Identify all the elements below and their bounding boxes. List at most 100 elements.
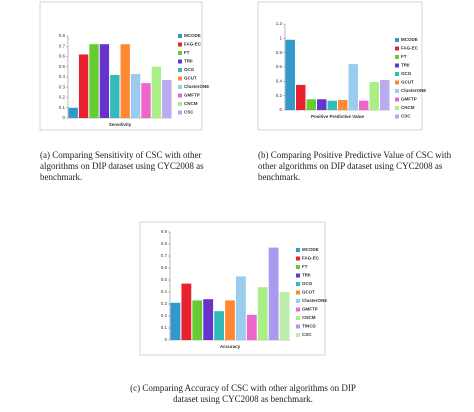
y-tick-label: 0.1 <box>161 325 168 330</box>
legend-swatch <box>296 273 300 278</box>
chart-frame <box>139 221 326 356</box>
y-tick-label: 0.2 <box>161 313 168 318</box>
legend-label: CSC <box>184 110 194 115</box>
legend-swatch <box>395 72 399 76</box>
legend-swatch <box>395 89 399 93</box>
bar <box>130 73 141 118</box>
bar <box>359 100 369 110</box>
y-tick-label: 0 <box>62 115 65 120</box>
legend-label: ClusterONE <box>401 88 426 93</box>
legend-swatch <box>395 38 399 42</box>
legend-label: CNCM <box>184 101 198 106</box>
bar <box>99 44 110 119</box>
legend-swatch <box>395 55 399 59</box>
caption: (b) Comparing Positive Predictive Value … <box>258 150 452 182</box>
bar <box>369 82 379 110</box>
bar <box>151 66 162 118</box>
legend-label: TINCD <box>302 324 316 329</box>
bar <box>120 44 130 119</box>
legend-swatch <box>395 97 399 102</box>
bar <box>338 99 348 110</box>
y-tick-label: 0.2 <box>59 95 66 100</box>
bar <box>181 283 192 340</box>
legend-label: GCUT <box>302 290 315 295</box>
legend-swatch <box>296 299 300 303</box>
legend-label: GMFTP <box>401 97 417 102</box>
legend-label: CNCM <box>401 105 415 110</box>
legend-swatch <box>178 68 182 72</box>
legend-swatch <box>296 265 300 269</box>
y-tick-label: 0.3 <box>59 84 66 89</box>
y-tick-label: 1 <box>279 36 282 41</box>
chart-frame <box>39 1 203 131</box>
legend-label: GMFTP <box>184 93 200 98</box>
legend-swatch <box>296 324 300 329</box>
y-tick-label: 0.7 <box>59 43 66 48</box>
legend-swatch <box>178 59 182 64</box>
legend-swatch <box>178 110 182 115</box>
legend-label: OCG <box>184 67 195 72</box>
y-tick-label: 0.6 <box>59 54 66 59</box>
x-axis-label: Sensitivity <box>109 122 132 127</box>
bar <box>380 79 390 110</box>
legend-swatch <box>296 282 300 286</box>
legend-swatch <box>395 63 399 68</box>
y-tick-label: 0.4 <box>276 79 283 84</box>
y-tick-label: 0.6 <box>161 265 168 270</box>
bar <box>214 311 224 340</box>
legend-swatch <box>178 85 182 89</box>
legend-label: TRII <box>401 63 410 68</box>
y-tick-label: 0.6 <box>276 64 283 69</box>
y-tick-label: 0.8 <box>276 50 283 55</box>
legend-label: FAG-EC <box>401 46 419 51</box>
legend-swatch <box>296 248 300 252</box>
legend-label: MCODE <box>184 33 201 38</box>
legend-swatch <box>296 333 300 337</box>
legend-swatch <box>178 76 182 81</box>
legend-label: FT <box>184 50 190 55</box>
bar <box>78 54 89 118</box>
legend-label: MCODE <box>401 37 418 42</box>
y-tick-label: 0.5 <box>59 64 66 69</box>
bar <box>306 99 316 110</box>
x-axis-label: Accuracy <box>220 344 241 349</box>
caption: (a) Comparing Sensitivity of CSC with ot… <box>40 150 204 182</box>
bar <box>170 302 181 340</box>
legend-label: MCODE <box>302 247 319 252</box>
y-tick-label: 0.7 <box>161 253 168 258</box>
legend-label: FT <box>302 264 308 269</box>
legend-label: CSC <box>302 332 312 337</box>
legend-label: FAG-EC <box>302 256 320 261</box>
legend-label: ClusterONE <box>184 84 209 89</box>
y-tick-label: 0.8 <box>59 33 66 38</box>
chart-frame <box>257 1 423 131</box>
bar <box>192 300 203 340</box>
bar <box>141 83 151 118</box>
legend-swatch <box>395 46 399 51</box>
y-tick-label: 0.5 <box>161 277 168 282</box>
caption: (c) Comparing Accuracy of CSC with other… <box>130 383 356 404</box>
legend-swatch <box>178 42 182 47</box>
x-axis-label: Positive Predictive Value <box>311 114 365 119</box>
bar <box>279 292 290 340</box>
y-tick-label: 0.8 <box>161 241 168 246</box>
y-tick-label: 0.3 <box>161 301 168 306</box>
legend-label: FAG-EC <box>184 42 202 47</box>
bar <box>348 64 358 110</box>
bar <box>246 314 257 340</box>
legend-swatch <box>296 316 300 320</box>
legend-label: FT <box>401 54 407 59</box>
legend-swatch <box>296 290 300 295</box>
y-tick-label: 0.9 <box>161 229 168 234</box>
legend-label: TRII <box>184 59 193 64</box>
y-tick-label: 0.4 <box>161 289 168 294</box>
legend-swatch <box>178 34 182 38</box>
bar <box>89 44 99 119</box>
y-tick-label: 1.2 <box>276 21 283 26</box>
legend-label: OCG <box>302 281 313 286</box>
y-tick-label: 0.2 <box>276 93 283 98</box>
legend-swatch <box>395 80 399 85</box>
bar <box>162 80 172 118</box>
